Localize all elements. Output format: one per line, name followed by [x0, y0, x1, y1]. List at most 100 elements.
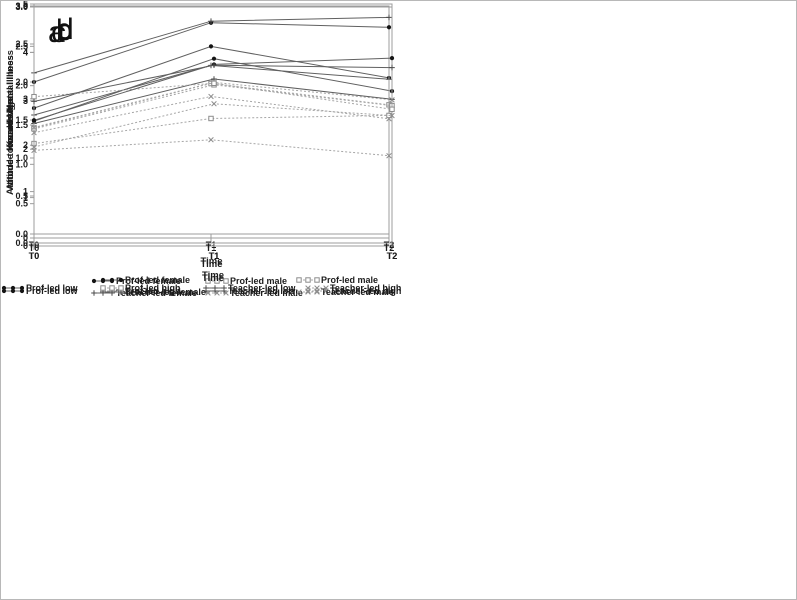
x-marker-legend — [305, 289, 311, 295]
y-tick-label: 1 — [23, 193, 28, 203]
x-marker-teacher-led-male-t1 — [208, 137, 214, 143]
series-teacher-led-low — [31, 62, 395, 105]
panel-c: 0.0 0.5 1.0 1.5 2.0 2.5 3.0 T0 T1 T2 Time Attitude … — [1, 1, 398, 306]
series-teacher-led-female — [31, 14, 392, 76]
legend-label: Teacher-led male — [230, 288, 303, 298]
legend-entry-prof-led-high: Prof-led high — [100, 283, 181, 293]
x-marker-legend — [305, 285, 311, 291]
y-axis-title: Attitude towards Mental Illness — [5, 50, 16, 190]
dot-marker-prof-led-low-t1 — [211, 56, 217, 61]
square-marker-legend — [223, 278, 229, 284]
dot-marker-legend — [19, 285, 25, 291]
square-marker-legend — [205, 278, 211, 284]
y-tick-label: 3.0 — [15, 2, 28, 12]
legend-label: Prof-led male — [321, 275, 378, 285]
plus-marker-legend — [203, 285, 209, 291]
x-tick-label-t2: T2 — [387, 251, 398, 261]
square-marker-prof-led-high-t1 — [211, 80, 217, 87]
dot-marker-legend — [19, 288, 25, 294]
legend-label: Teacher-led male — [321, 287, 394, 297]
y-axis-title: Knowledge — [5, 97, 16, 148]
y-tick-label: 2.0 — [15, 77, 28, 87]
series-line-prof-led-male — [33, 114, 390, 145]
y-axis-title: Knowledge — [5, 100, 16, 151]
legend-entry-prof-led-male: Prof-led male — [296, 275, 378, 285]
y-tick-label: 0 — [23, 241, 28, 251]
square-marker-legend — [100, 285, 106, 291]
square-marker-legend — [109, 285, 115, 291]
legend-entry-prof-led-male: Prof-led male — [205, 276, 287, 286]
dot-marker-legend — [1, 288, 7, 294]
plot-frame — [33, 6, 393, 244]
x-tick-label-t2: T2 — [384, 243, 395, 253]
y-tick-label: 3.0 — [15, 1, 28, 11]
legend-entry-prof-led-low: Prof-led low — [1, 283, 78, 293]
plus-marker-teacher-led-female-t2 — [386, 14, 392, 21]
dot-marker-prof-led-low-t2 — [389, 56, 395, 61]
x-tick-label-t1: T1 — [209, 251, 220, 261]
x-marker-teacher-led-male-t1 — [208, 93, 214, 100]
x-marker-legend — [296, 289, 302, 295]
y-tick-label: 1.0 — [15, 153, 28, 163]
legend-entry-prof-led-female: Prof-led female — [100, 275, 190, 285]
square-marker-prof-led-male-t1 — [208, 115, 214, 122]
y-tick-label: 0 — [23, 233, 28, 243]
panel-letter-d: d — [57, 13, 74, 46]
plus-marker-teacher-led-low-t2 — [389, 64, 395, 71]
square-marker-prof-led-high-t2 — [389, 106, 395, 112]
dot-marker-legend — [100, 277, 106, 283]
dot-marker-legend — [118, 277, 124, 283]
y-tick-label: 3 — [23, 96, 28, 106]
y-tick-label: 1 — [23, 187, 28, 197]
dot-marker-legend — [109, 277, 115, 283]
x-marker-legend — [314, 289, 320, 295]
series-prof-led-low — [31, 56, 395, 123]
legend-label: Teacher-led high — [330, 286, 401, 296]
y-tick-label: 0.0 — [15, 229, 28, 239]
plus-marker-legend — [91, 290, 97, 296]
x-tick-label-t0: T0 — [29, 251, 40, 261]
x-tick-label-t0: T0 — [29, 251, 40, 261]
y-tick-label: 4 — [23, 47, 28, 57]
legend-label: Prof-led male — [230, 276, 287, 286]
legend-label: Prof-led female — [125, 275, 190, 285]
x-tick-label-t1: T1 — [206, 243, 217, 253]
x-marker-teacher-led-high-t2 — [389, 112, 395, 119]
series-prof-led-high — [31, 80, 395, 112]
legend-label: Teacher-led high — [330, 283, 401, 293]
square-marker-legend — [296, 277, 302, 283]
legend-label: Prof-led low — [26, 283, 78, 293]
x-axis-title: Time — [202, 273, 224, 284]
legend-label: Prof-led low — [26, 286, 78, 296]
panel-d: 0.0 0.5 1.0 1.5 2.0 2.5 3.0 T0 T1 T2 Time Attitude … — [1, 1, 401, 306]
y-tick-label: 0.5 — [15, 199, 28, 209]
x-tick-label-t2: T2 — [384, 240, 395, 250]
dot-marker-prof-led-female-t1 — [208, 44, 214, 49]
legend-entry-prof-led-low: Prof-led low — [1, 286, 78, 296]
legend-entry-teacher-led-low: Teacher-led low — [203, 283, 296, 293]
y-tick-label: 0.5 — [15, 191, 28, 201]
plus-marker-teacher-led-female-t1 — [208, 18, 214, 24]
x-tick-label-t2: T2 — [387, 251, 398, 261]
y-tick-label: 5 — [23, 1, 28, 9]
legend-label: Prof-led high — [125, 286, 181, 296]
series-teacher-led-high — [31, 101, 395, 150]
x-axis-title: Time — [202, 270, 224, 281]
x-marker-teacher-led-high-t0 — [31, 144, 37, 150]
legend-label: Prof-led female — [116, 276, 181, 286]
plus-marker-legend — [212, 285, 218, 291]
dot-marker-legend — [10, 285, 16, 291]
series-line-prof-led-low — [33, 57, 393, 121]
y-tick-label: 2.0 — [15, 81, 28, 91]
legend: Prof-led low Prof-led high Teacher-led low… — [1, 283, 401, 293]
panel-letter-a: a — [48, 16, 65, 49]
legend-label: Teacher-led low — [228, 286, 296, 296]
plus-marker-teacher-led-low-t1 — [211, 62, 217, 69]
y-tick-label: 3 — [23, 94, 28, 104]
y-tick-label: 1.5 — [15, 120, 28, 130]
dot-marker-legend — [91, 278, 97, 284]
y-tick-label: 0.0 — [15, 238, 28, 248]
dot-marker-prof-led-low-t0 — [31, 118, 37, 123]
panel-d-chart: 0.0 0.5 1.0 1.5 2.0 2.5 3.0 T0 T1 T2 Time Attitude … — [1, 2, 401, 293]
panel-letter-b: b — [56, 14, 73, 47]
